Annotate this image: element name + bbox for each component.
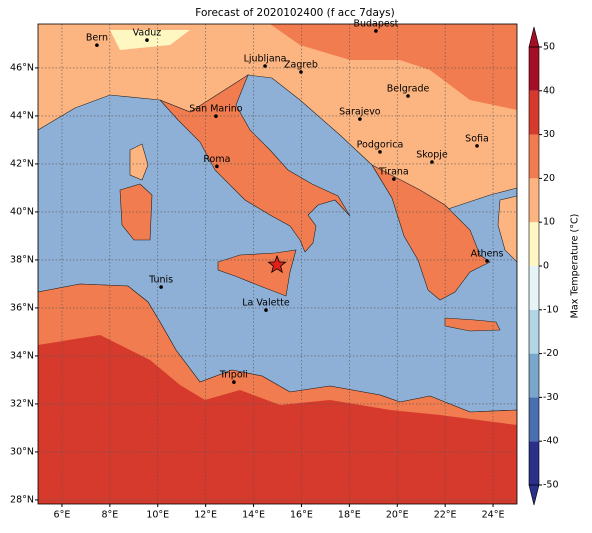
x-tick-label: 10°E: [146, 510, 169, 521]
colorbar-label: Max Temperature (°C): [570, 214, 581, 319]
colorbar-band: [529, 134, 539, 179]
colorbar-frame: [528, 46, 540, 486]
city-dot: [215, 164, 219, 169]
colorbar-band: [529, 47, 539, 91]
colorbar-band: [529, 309, 539, 354]
colorbar-extend-bottom: [528, 484, 540, 506]
city-dot: [214, 114, 218, 118]
turkey: [497, 195, 517, 263]
italy: [159, 74, 351, 253]
y-tick-label: 34°N: [10, 350, 34, 361]
title: Forecast of 2020102400 (f acc 7days): [195, 7, 394, 19]
colorbar-tick-label: -40: [543, 436, 559, 447]
city-label: Podgorica: [357, 139, 404, 150]
city-dot: [358, 117, 362, 121]
city-label: Budapest: [353, 18, 398, 29]
city-dot: [95, 43, 99, 47]
city-dot: [145, 38, 149, 42]
colorbar-tick-label: 40: [543, 85, 555, 96]
city-dot: [485, 259, 489, 263]
city-label: Tripoli: [219, 370, 248, 381]
x-tick-label: 22°E: [434, 510, 457, 521]
event-marker: [267, 254, 287, 274]
colorbar-band: [529, 90, 539, 135]
greece: [371, 164, 491, 301]
city-label: Sofia: [465, 133, 489, 144]
city-label: Zagreb: [284, 60, 318, 71]
y-tick-label: 46°N: [10, 62, 34, 73]
map-frame: [37, 23, 518, 505]
x-tick-label: 8°E: [101, 510, 118, 521]
y-tick-label: 32°N: [10, 398, 34, 409]
city-label: Sarajevo: [339, 107, 381, 118]
city-dot: [232, 380, 236, 384]
x-tick-label: 16°E: [290, 510, 313, 521]
x-tick-label: 14°E: [242, 510, 265, 521]
x-tick-label: 20°E: [386, 510, 409, 521]
city-dot: [299, 70, 303, 74]
y-tick-label: 28°N: [10, 494, 34, 505]
city-dot: [263, 64, 267, 68]
colorbar-tick-label: 20: [543, 173, 555, 184]
city-dot: [378, 150, 382, 154]
colorbar-tick-label: 10: [543, 217, 555, 228]
colorbar-band: [529, 178, 539, 223]
x-tick-label: 12°E: [194, 510, 217, 521]
city-label: Skopje: [416, 150, 448, 161]
y-tick-label: 42°N: [10, 158, 34, 169]
colorbar-tick-label: -50: [543, 480, 559, 491]
y-tick-label: 44°N: [10, 110, 34, 121]
colorbar-tick-label: -30: [543, 392, 559, 403]
colorbar-band: [529, 441, 539, 485]
grid: [38, 24, 517, 504]
colorbar-tick-label: -10: [543, 304, 559, 315]
colorbar-band: [529, 266, 539, 310]
city-label: Bern: [86, 33, 108, 44]
colorbar-extend-top: [528, 26, 540, 48]
city-dot: [264, 308, 268, 312]
colorbar-tick-label: 0: [543, 261, 549, 272]
colorbar-band: [529, 222, 539, 266]
city-label: Belgrade: [387, 84, 430, 95]
city-dot: [159, 285, 163, 289]
city-label: Tirana: [378, 167, 409, 178]
city-label: Roma: [203, 154, 230, 165]
y-tick-label: 36°N: [10, 302, 34, 313]
city-label: Vaduz: [133, 28, 162, 39]
city-dot: [374, 29, 378, 33]
warm-region: [270, 24, 517, 110]
city-label: Athens: [471, 248, 504, 259]
colorbar-tick-label: 50: [543, 42, 555, 53]
corsica: [129, 143, 149, 181]
x-tick-label: 6°E: [54, 510, 71, 521]
y-tick-label: 38°N: [10, 254, 34, 265]
city-dot: [430, 160, 434, 164]
colorbar-band: [529, 353, 539, 398]
city-dot: [406, 94, 410, 98]
x-tick-label: 24°E: [482, 510, 505, 521]
colorbar-tick-label: 30: [543, 129, 555, 140]
city-dot: [475, 144, 479, 148]
city-label: Ljubljana: [244, 54, 287, 65]
city-label: La Valette: [242, 298, 290, 309]
y-tick-label: 40°N: [10, 206, 34, 217]
colorbar-tick-label: -20: [543, 348, 559, 359]
x-tick-label: 18°E: [338, 510, 361, 521]
y-tick-label: 30°N: [10, 446, 34, 457]
colorbar-band: [529, 397, 539, 442]
cool-region: [110, 30, 190, 50]
city-dot: [392, 177, 396, 181]
city-label: San Marino: [189, 104, 242, 115]
city-label: Tunis: [148, 275, 173, 286]
